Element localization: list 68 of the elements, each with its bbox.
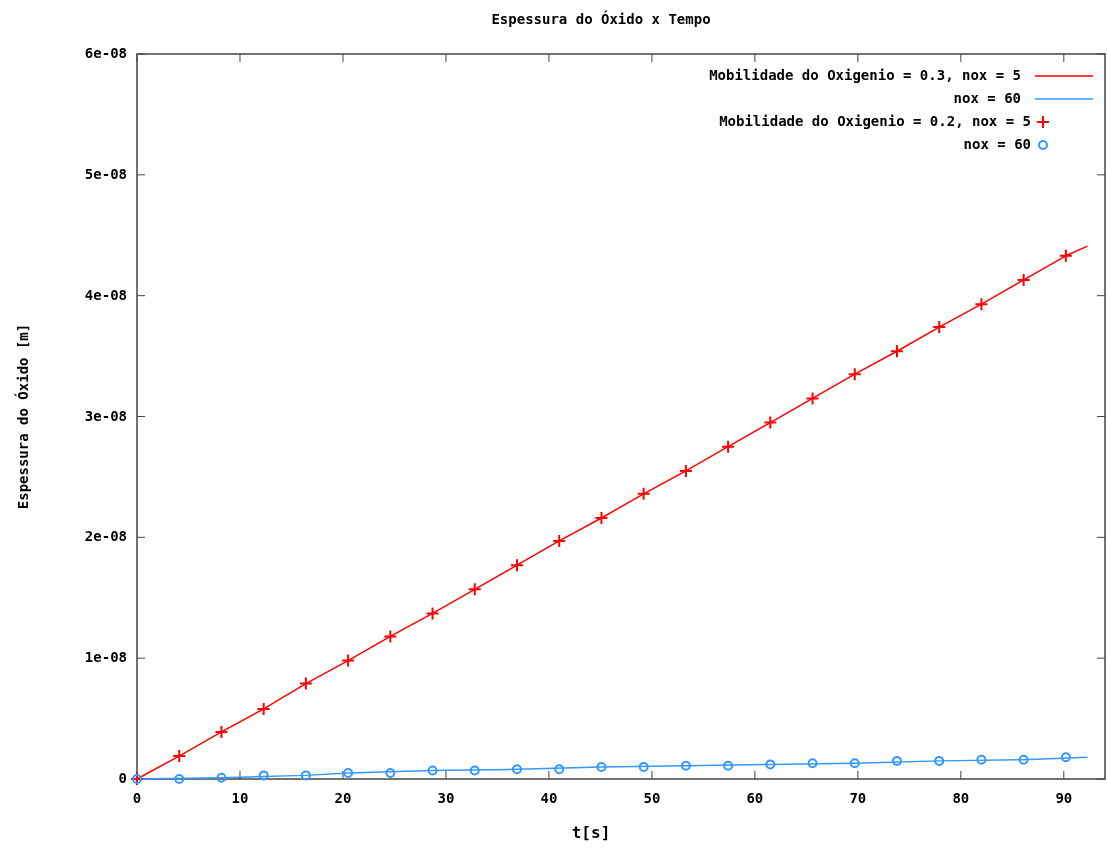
x-tick-label: 50 xyxy=(643,790,661,806)
point xyxy=(554,764,565,775)
point xyxy=(426,607,439,620)
point xyxy=(975,298,988,311)
x-tick-label: 90 xyxy=(1055,790,1073,806)
y-tick-label: 4e-08 xyxy=(84,286,127,303)
point xyxy=(427,765,438,776)
point xyxy=(1017,273,1030,286)
x-tick-label: 30 xyxy=(437,790,455,806)
point xyxy=(553,534,566,547)
x-tick-label: 10 xyxy=(231,790,249,806)
point xyxy=(1018,754,1029,765)
point xyxy=(385,767,396,778)
point xyxy=(722,440,735,453)
point xyxy=(723,760,734,771)
point xyxy=(342,654,355,667)
y-tick-label: 3e-08 xyxy=(84,407,127,424)
x-tick-label: 60 xyxy=(746,790,764,806)
y-tick-label: 2e-08 xyxy=(84,528,127,545)
x-tick-label: 70 xyxy=(849,790,867,806)
point xyxy=(258,770,269,781)
point xyxy=(173,750,186,763)
x-axis-title: t[s] xyxy=(571,823,611,842)
point xyxy=(595,512,608,524)
point xyxy=(343,767,354,778)
x-tick-label: 0 xyxy=(132,790,142,806)
point xyxy=(174,774,185,784)
point xyxy=(679,464,692,477)
point xyxy=(469,765,480,776)
point xyxy=(215,725,228,738)
point xyxy=(891,755,902,766)
x-tick-label: 20 xyxy=(334,790,352,806)
point xyxy=(216,772,227,783)
point xyxy=(807,758,818,769)
y-axis-title: Espessura do Óxido [m] xyxy=(14,323,31,510)
point xyxy=(596,761,607,772)
y-tick-label: 5e-08 xyxy=(84,165,127,182)
point xyxy=(257,702,270,715)
point xyxy=(300,770,311,781)
point xyxy=(933,321,946,334)
point xyxy=(638,761,649,772)
point xyxy=(1060,752,1071,763)
point xyxy=(1059,249,1072,262)
x-tick-label: 40 xyxy=(540,790,558,806)
y-tick-label: 0 xyxy=(118,770,127,786)
point xyxy=(890,345,903,358)
point xyxy=(384,630,397,643)
legend-label: Mobilidade do Oxigenio = 0.2, nox = 5 xyxy=(719,113,1031,129)
x-tick-label: 80 xyxy=(952,790,970,806)
legend-label: nox = 60 xyxy=(953,90,1021,106)
point xyxy=(934,755,945,766)
point xyxy=(765,759,776,770)
point xyxy=(510,559,523,572)
y-tick-label: 1e-08 xyxy=(84,649,127,666)
point xyxy=(680,760,691,771)
y-tick-label: 6e-08 xyxy=(84,45,127,61)
point xyxy=(849,758,860,769)
point xyxy=(637,487,650,500)
point xyxy=(468,583,481,596)
point xyxy=(764,416,777,429)
point xyxy=(299,677,312,690)
legend-label: Mobilidade do Oxigenio = 0.3, nox = 5 xyxy=(709,67,1021,83)
point xyxy=(511,764,522,775)
legend-label: nox = 60 xyxy=(963,136,1031,152)
chart-title: Espessura do Óxido x Tempo xyxy=(491,10,711,27)
point xyxy=(848,368,861,381)
point xyxy=(806,392,819,405)
point xyxy=(976,754,987,765)
